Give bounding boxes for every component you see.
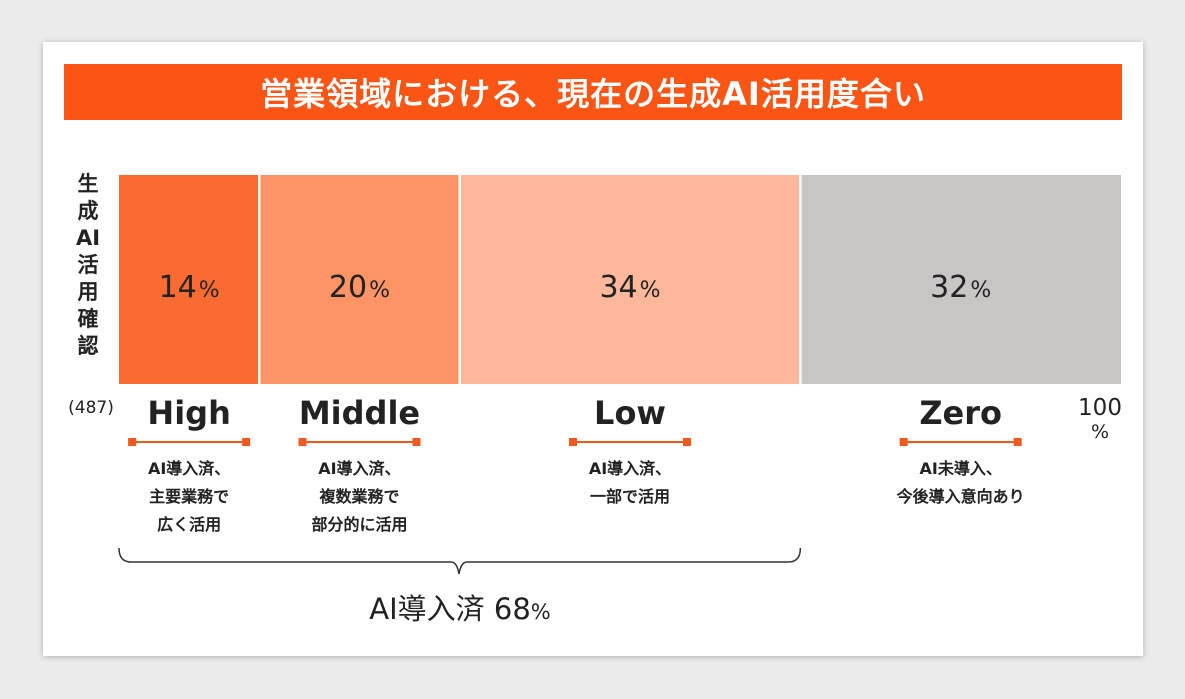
category-name-high: High	[147, 394, 231, 432]
value-label-middle: 20%	[329, 270, 390, 305]
category-name-low: Low	[594, 394, 666, 432]
category-name-middle: Middle	[298, 394, 421, 432]
chart-title: 営業領域における、現在の生成AI活用度合い	[260, 75, 926, 113]
adopted-total-unit: %	[530, 600, 551, 624]
bar-zero	[800, 175, 1121, 384]
value-label-high: 14%	[159, 270, 220, 305]
underline-end-marker	[128, 438, 137, 446]
category-description-zero: AI未導入、 今後導入意向あり	[896, 459, 1025, 506]
underline-end-marker	[569, 438, 578, 446]
axis-end-value: 100	[1078, 395, 1122, 421]
adopted-total-label: AI導入済	[369, 592, 485, 626]
sample-size-label: (487)	[68, 398, 114, 418]
underline-end-marker	[242, 438, 251, 446]
axis-end-label: 100 %	[1070, 396, 1130, 444]
bar-low	[459, 175, 801, 384]
underline-end-marker	[899, 438, 908, 446]
category-description-low: AI導入済、 一部で活用	[588, 459, 672, 506]
bar-middle	[259, 175, 460, 384]
value-label-low: 34%	[599, 270, 660, 305]
underline-end-marker	[412, 438, 421, 446]
underline-end-marker	[298, 438, 307, 446]
value-label-zero: 32%	[930, 270, 991, 305]
adopted-bracket	[118, 547, 802, 575]
category-name-zero: Zero	[919, 394, 1002, 432]
underline-end-marker	[683, 438, 692, 446]
underline-end-marker	[1013, 438, 1022, 446]
bar-high	[119, 175, 260, 384]
category-description-middle: AI導入済、 複数業務で 部分的に活用	[311, 459, 408, 534]
axis-end-unit: %	[1090, 421, 1110, 443]
adopted-total-value: 68	[493, 592, 531, 626]
adopted-total-annotation: AI導入済 68%	[300, 586, 620, 628]
y-axis-label: 生成AI活用確認	[75, 172, 101, 358]
category-description-high: AI導入済、 主要業務で 広く活用	[147, 459, 231, 534]
title-banner: 営業領域における、現在の生成AI活用度合い	[64, 64, 1122, 120]
